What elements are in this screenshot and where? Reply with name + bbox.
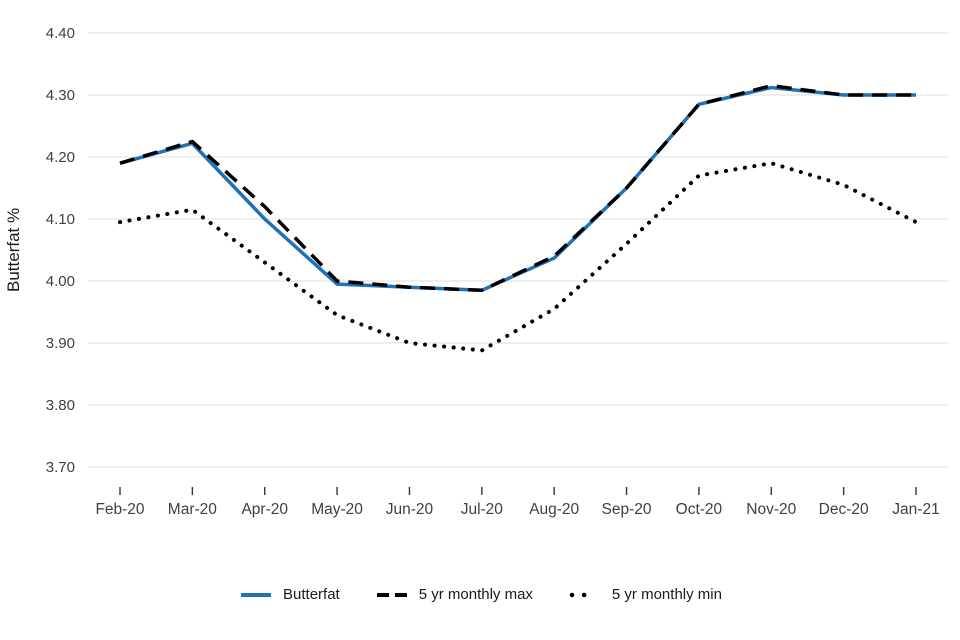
legend-swatch-solid-line-icon [241, 592, 272, 597]
x-tick-label: Jun-20 [386, 501, 434, 518]
x-tick-label: Nov-20 [746, 501, 796, 518]
x-tick-label: Aug-20 [529, 501, 579, 518]
y-tick-label: 3.80 [46, 397, 75, 414]
x-tick-label: May-20 [311, 501, 363, 518]
series-line-dashed [119, 83, 916, 293]
legend: Butterfat 5 yr monthly max 5 yr monthly … [0, 586, 960, 603]
legend-item-min: 5 yr monthly min [567, 586, 722, 603]
legend-swatch-dotted-line-icon [569, 592, 599, 597]
x-tick-label: Oct-20 [676, 501, 723, 518]
legend-swatch-dashed-line-icon [376, 592, 407, 597]
x-tick-label: Mar-20 [168, 501, 217, 518]
x-tick-label: Dec-20 [819, 501, 869, 518]
y-tick-label: 4.40 [46, 25, 75, 42]
y-tick-label: 4.10 [46, 211, 75, 228]
x-tick-label: Feb-20 [95, 501, 144, 518]
y-tick-label: 3.90 [46, 335, 75, 352]
x-tick-label: Jul-20 [461, 501, 504, 518]
legend-item-butterfat: Butterfat [238, 586, 340, 603]
legend-label-butterfat: Butterfat [283, 586, 340, 603]
y-tick-label: 4.20 [46, 149, 75, 166]
series-line-dotted [118, 161, 918, 353]
plot-area: 4.40 4.30 4.20 4.10 4.00 3.90 3.80 3.70 Feb-20 Ma… [46, 25, 948, 518]
legend-label-min: 5 yr monthly min [611, 586, 722, 603]
x-tick-label: Jan-21 [892, 501, 939, 518]
legend-label-max: 5 yr monthly max [418, 586, 533, 603]
y-tick-label: 4.30 [46, 87, 75, 104]
series-line-solid [119, 85, 916, 293]
x-tick-label: Sep-20 [602, 501, 652, 518]
x-tick-label: Apr-20 [241, 501, 288, 518]
y-tick-label: 3.70 [46, 459, 75, 476]
legend-item-max: 5 yr monthly max [374, 586, 533, 603]
y-tick-label: 4.00 [46, 273, 75, 290]
